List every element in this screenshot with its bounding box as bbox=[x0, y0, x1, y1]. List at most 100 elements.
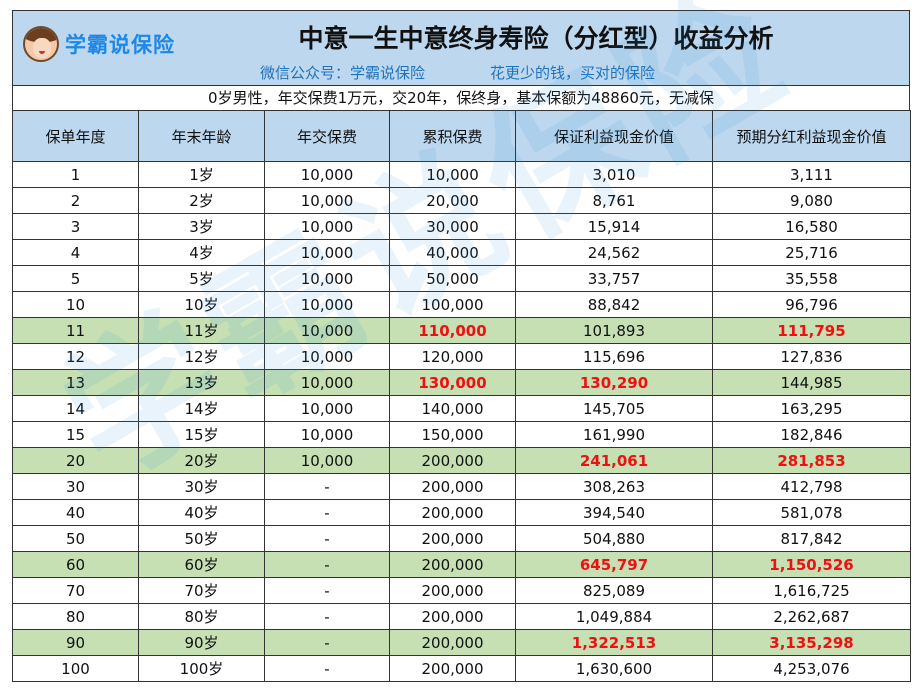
table-cell: 15岁 bbox=[138, 421, 265, 448]
table-row: 40 40岁 -200,000 394,540 581,078 bbox=[12, 499, 911, 526]
table-cell: 200,000 bbox=[389, 525, 516, 552]
table-cell: 20岁 bbox=[138, 447, 265, 474]
table-cell: 163,295 bbox=[712, 395, 911, 422]
table-row: 5 5岁 10,000 50,000 33,757 35,558 bbox=[12, 265, 911, 292]
table-cell: 100岁 bbox=[138, 655, 265, 682]
table-cell: 40,000 bbox=[389, 239, 516, 266]
policy-condition: 0岁男性，年交保费1万元，交20年，保终身，基本保额为48860元，无减保 bbox=[12, 85, 910, 110]
brand-logo: 学霸说保险 bbox=[23, 26, 175, 62]
table-cell: 80岁 bbox=[138, 603, 265, 630]
table-cell: 412,798 bbox=[712, 473, 911, 500]
table-cell: 200,000 bbox=[389, 551, 516, 578]
table-cell: 5 bbox=[12, 265, 139, 292]
table-cell: 11 bbox=[12, 317, 139, 344]
table-cell: 8,761 bbox=[515, 187, 713, 214]
table-cell: 3,135,298 bbox=[712, 629, 911, 656]
table-cell: 14 bbox=[12, 395, 139, 422]
table-cell: - bbox=[264, 499, 390, 526]
table-row: 100 100岁 -200,000 1,630,600 4,253,076 bbox=[12, 655, 911, 682]
table-cell: 127,836 bbox=[712, 343, 911, 370]
table-cell: 12 bbox=[12, 343, 139, 370]
table-row: 60 60岁 -200,000 645,797 1,150,526 bbox=[12, 551, 911, 578]
table-header-row: 保单年度 年末年龄 年交保费 累积保费 保证利益现金价值 预期分红利益现金价值 bbox=[12, 110, 911, 162]
table-row: 1 1岁 10,000 10,000 3,010 3,111 bbox=[12, 161, 911, 188]
table-cell: - bbox=[264, 655, 390, 682]
table-row: 13 13岁 10,000 130,000 130,290 144,985 bbox=[12, 369, 911, 396]
table-cell: 150,000 bbox=[389, 421, 516, 448]
table-cell: 12岁 bbox=[138, 343, 265, 370]
table-cell: 10,000 bbox=[264, 317, 390, 344]
table-cell: 10 bbox=[12, 291, 139, 318]
table-cell: 88,842 bbox=[515, 291, 713, 318]
table-row: 70 70岁 -200,000 825,089 1,616,725 bbox=[12, 577, 911, 604]
table-cell: 200,000 bbox=[389, 499, 516, 526]
table-cell: 817,842 bbox=[712, 525, 911, 552]
table-cell: 308,263 bbox=[515, 473, 713, 500]
table-cell: 825,089 bbox=[515, 577, 713, 604]
table-cell: - bbox=[264, 525, 390, 552]
table-cell: - bbox=[264, 577, 390, 604]
table-cell: 1,049,884 bbox=[515, 603, 713, 630]
table-cell: 40 bbox=[12, 499, 139, 526]
table-cell: 130,290 bbox=[515, 369, 713, 396]
table-cell: - bbox=[264, 551, 390, 578]
table-cell: 10,000 bbox=[264, 343, 390, 370]
table-cell: 50岁 bbox=[138, 525, 265, 552]
table-cell: 581,078 bbox=[712, 499, 911, 526]
table-cell: 200,000 bbox=[389, 473, 516, 500]
table-cell: 80 bbox=[12, 603, 139, 630]
table-row: 2 2岁 10,000 20,000 8,761 9,080 bbox=[12, 187, 911, 214]
table-cell: 1,630,600 bbox=[515, 655, 713, 682]
table-row: 30 30岁 -200,000 308,263 412,798 bbox=[12, 473, 911, 500]
table-cell: 33,757 bbox=[515, 265, 713, 292]
table-cell: 130,000 bbox=[389, 369, 516, 396]
table-cell: 182,846 bbox=[712, 421, 911, 448]
table-cell: 10,000 bbox=[264, 421, 390, 448]
avatar-icon bbox=[23, 26, 59, 62]
table-cell: 35,558 bbox=[712, 265, 911, 292]
column-header: 年交保费 bbox=[264, 110, 390, 162]
table-cell: 60 bbox=[12, 551, 139, 578]
table-cell: 90 bbox=[12, 629, 139, 656]
table-cell: 96,796 bbox=[712, 291, 911, 318]
table-cell: 40岁 bbox=[138, 499, 265, 526]
table-cell: 140,000 bbox=[389, 395, 516, 422]
wechat-account: 微信公众号：学霸说保险 bbox=[260, 64, 426, 82]
table-cell: 281,853 bbox=[712, 447, 911, 474]
table-row: 12 12岁 10,000 120,000 115,696 127,836 bbox=[12, 343, 911, 370]
table-cell: 115,696 bbox=[515, 343, 713, 370]
table-cell: 110,000 bbox=[389, 317, 516, 344]
insurance-sheet: 学霸说保险 中意一生中意终身寿险（分红型）收益分析 微信公众号：学霸说保险 花更… bbox=[12, 10, 911, 682]
table-row: 50 50岁 -200,000 504,880 817,842 bbox=[12, 525, 911, 552]
table-cell: 1岁 bbox=[138, 161, 265, 188]
table-row: 15 15岁 10,000 150,000 161,990 182,846 bbox=[12, 421, 911, 448]
table-cell: 15,914 bbox=[515, 213, 713, 240]
table-cell: 25,716 bbox=[712, 239, 911, 266]
table-cell: 200,000 bbox=[389, 655, 516, 682]
table-cell: 100 bbox=[12, 655, 139, 682]
table-cell: 2,262,687 bbox=[712, 603, 911, 630]
table-cell: 4,253,076 bbox=[712, 655, 911, 682]
table-cell: 24,562 bbox=[515, 239, 713, 266]
table-cell: - bbox=[264, 603, 390, 630]
table-row: 11 11岁 10,000 110,000 101,893 111,795 bbox=[12, 317, 911, 344]
table-cell: 14岁 bbox=[138, 395, 265, 422]
logo-text: 学霸说保险 bbox=[65, 33, 175, 57]
column-header: 累积保费 bbox=[389, 110, 516, 162]
column-header: 预期分红利益现金价值 bbox=[712, 110, 911, 162]
table-cell: 120,000 bbox=[389, 343, 516, 370]
table-cell: 200,000 bbox=[389, 603, 516, 630]
sheet-header: 学霸说保险 中意一生中意终身寿险（分红型）收益分析 微信公众号：学霸说保险 花更… bbox=[12, 10, 910, 85]
table-cell: 10,000 bbox=[264, 161, 390, 188]
table-cell: 70 bbox=[12, 577, 139, 604]
table-cell: 10,000 bbox=[264, 291, 390, 318]
table-cell: 10岁 bbox=[138, 291, 265, 318]
table-cell: 10,000 bbox=[264, 265, 390, 292]
table-cell: 161,990 bbox=[515, 421, 713, 448]
table-cell: 3岁 bbox=[138, 213, 265, 240]
table-cell: 2岁 bbox=[138, 187, 265, 214]
table-cell: 394,540 bbox=[515, 499, 713, 526]
table-cell: 10,000 bbox=[264, 447, 390, 474]
table-cell: 20 bbox=[12, 447, 139, 474]
table-row: 4 4岁 10,000 40,000 24,562 25,716 bbox=[12, 239, 911, 266]
